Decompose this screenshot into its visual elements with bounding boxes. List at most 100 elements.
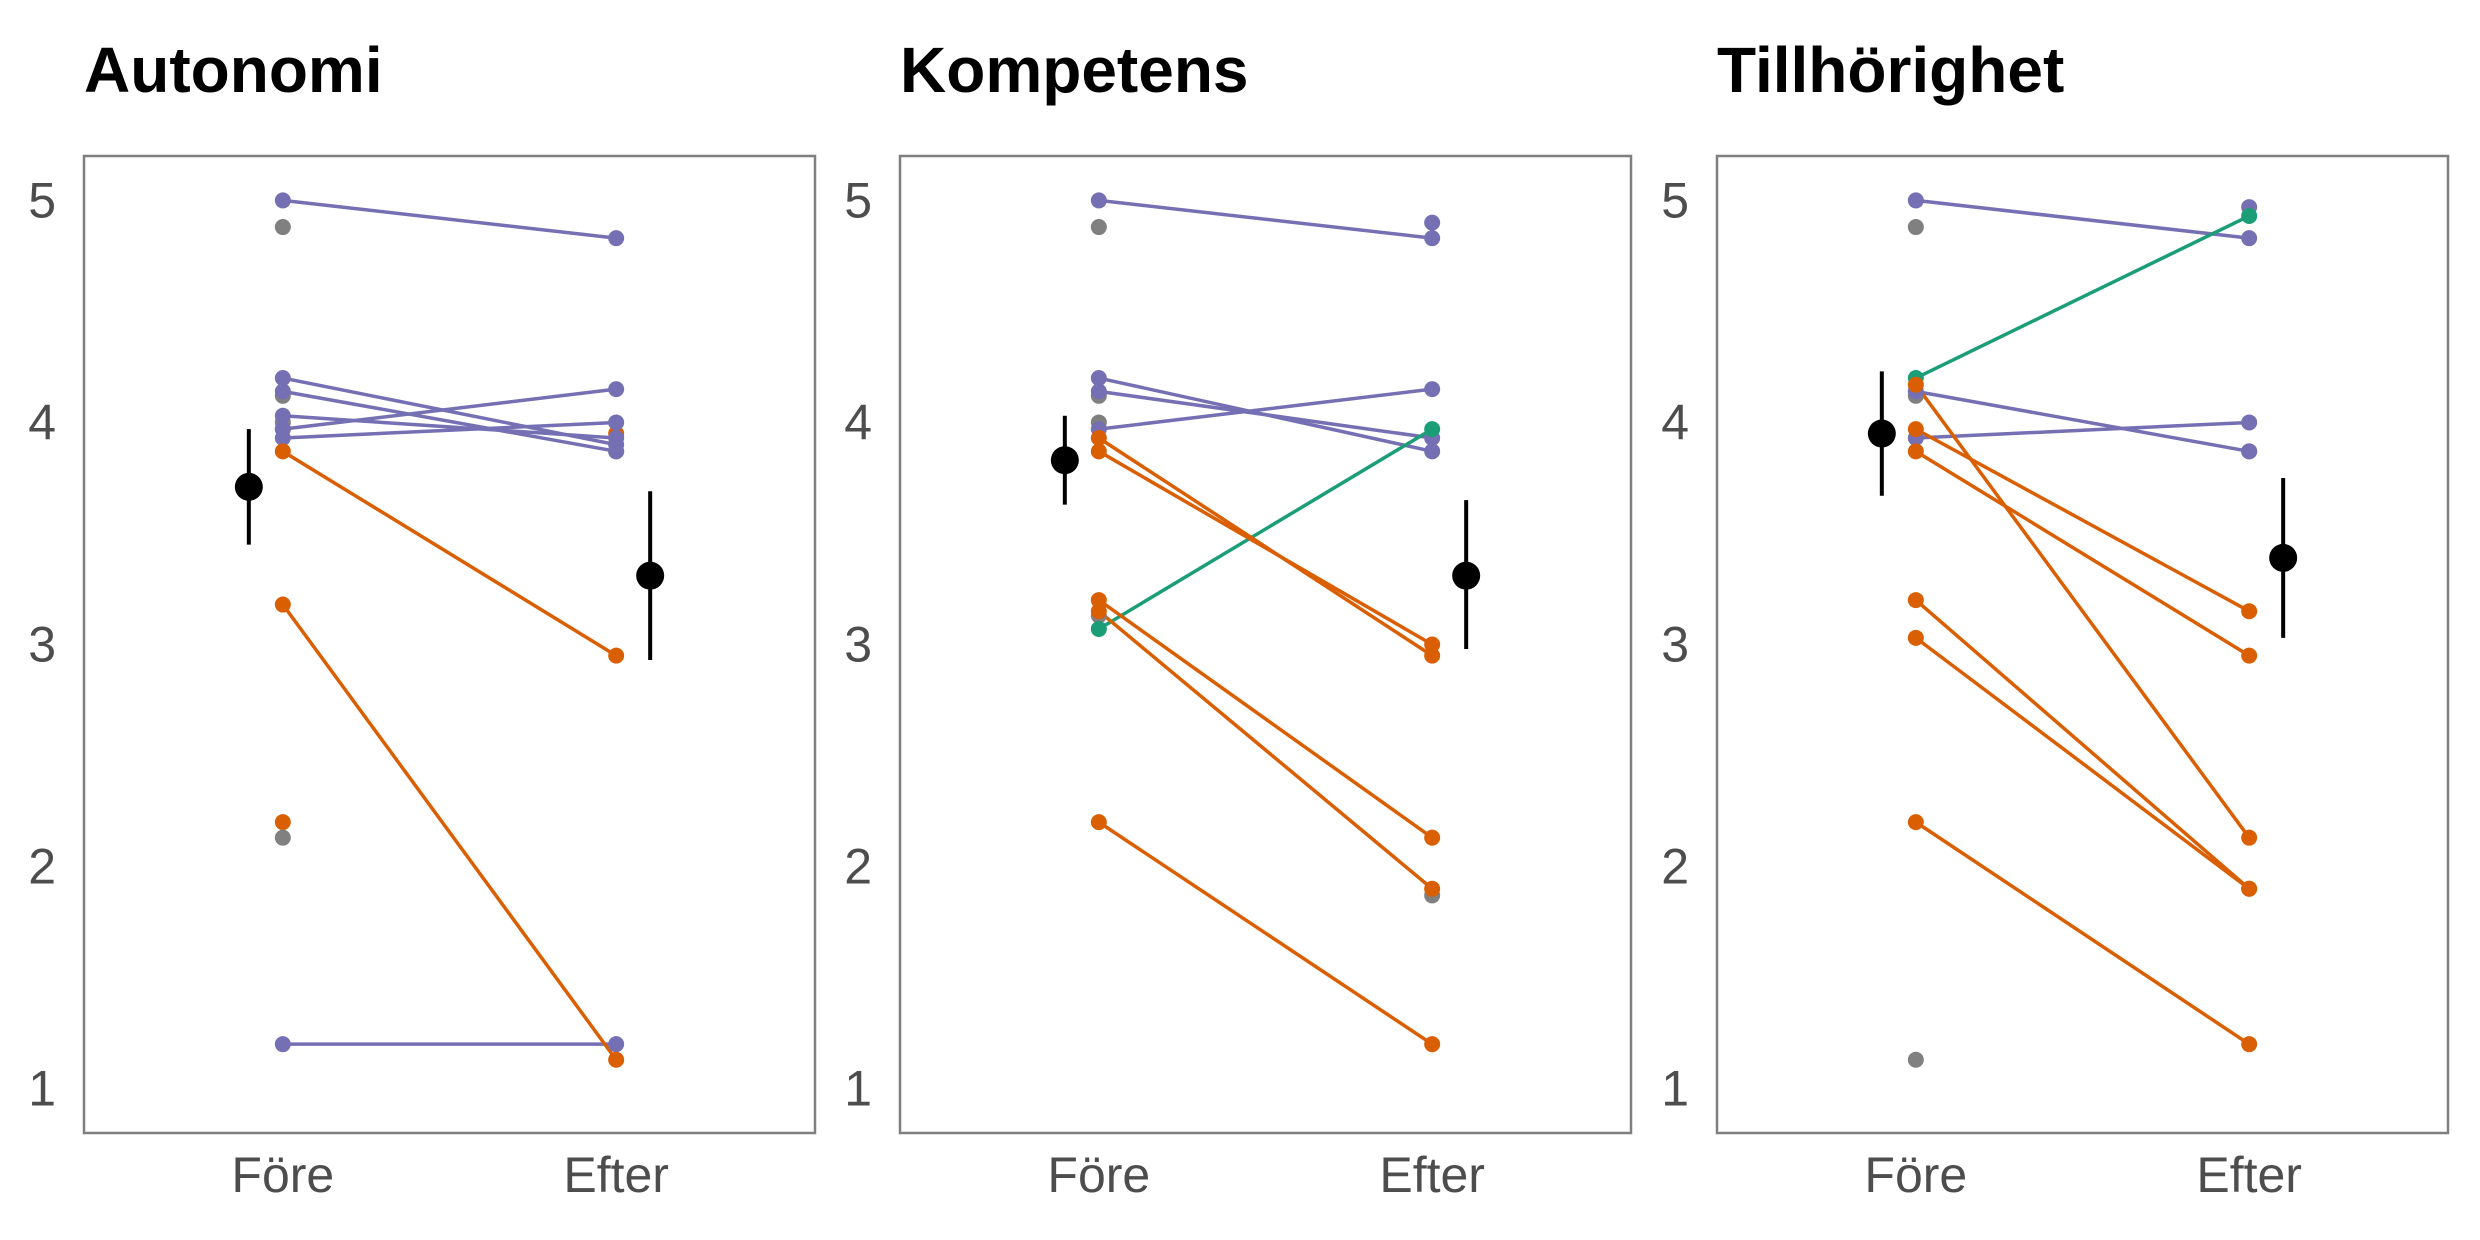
panel-title: Tillhörighet xyxy=(1717,34,2064,106)
x-tick-label: Före xyxy=(1047,1147,1150,1203)
pair-line xyxy=(1097,598,1434,840)
x-tick-label: Efter xyxy=(2196,1147,2302,1203)
data-point xyxy=(274,370,291,387)
data-point xyxy=(1090,443,1107,460)
data-point xyxy=(1424,880,1441,897)
data-point xyxy=(2241,1036,2258,1053)
pair-line xyxy=(282,420,617,440)
panel-title: Kompetens xyxy=(900,34,1249,106)
mean-point xyxy=(234,472,263,501)
pair-line xyxy=(1097,449,1434,647)
pair-line xyxy=(1915,389,2250,454)
y-tick-label: 2 xyxy=(1661,839,1689,895)
data-point xyxy=(1424,647,1441,664)
data-point xyxy=(2241,443,2258,460)
y-tick-label: 4 xyxy=(1661,394,1689,450)
data-point xyxy=(1424,421,1441,438)
pair-line xyxy=(1915,198,2250,240)
data-point xyxy=(274,829,291,846)
panel-0: Autonomi 1 2 3 4 5 Före Efter xyxy=(28,34,817,1203)
data-point xyxy=(2241,230,2258,247)
pair-line xyxy=(281,603,618,1061)
data-point xyxy=(274,443,291,460)
data-point xyxy=(1424,230,1441,247)
y-tick-label: 4 xyxy=(28,394,56,450)
data-point xyxy=(1424,829,1441,846)
data-point xyxy=(2241,603,2258,620)
data-point xyxy=(1090,383,1107,400)
pair-line xyxy=(1098,387,1433,431)
data-point xyxy=(274,219,291,236)
y-tick-label: 3 xyxy=(28,617,56,673)
pair-line xyxy=(282,387,617,431)
data-point xyxy=(1424,381,1441,398)
data-point xyxy=(1907,219,1924,236)
x-tick-label: Efter xyxy=(1379,1147,1485,1203)
pair-line xyxy=(1915,420,2250,440)
data-point xyxy=(1090,370,1107,387)
data-point xyxy=(274,596,291,613)
data-point xyxy=(608,230,625,247)
pair-line xyxy=(1914,820,2251,1046)
data-point xyxy=(1907,814,1924,831)
data-point xyxy=(274,407,291,424)
x-tick-label: Efter xyxy=(563,1147,669,1203)
pair-line xyxy=(1914,449,2251,658)
y-tick-label: 3 xyxy=(844,617,872,673)
data-point xyxy=(1090,814,1107,831)
pair-line xyxy=(281,449,618,658)
data-point xyxy=(2241,647,2258,664)
data-point xyxy=(1907,443,1924,460)
pair-line xyxy=(1915,214,2250,380)
plot-frame xyxy=(898,154,1633,1135)
data-point xyxy=(608,1051,625,1068)
y-tick-label: 3 xyxy=(1661,617,1689,673)
mean-point xyxy=(1452,561,1481,590)
data-point xyxy=(1424,214,1441,231)
mean-point xyxy=(636,561,665,590)
pair-line xyxy=(1097,427,1434,631)
y-tick-label: 5 xyxy=(28,172,56,228)
panel-2: Tillhörighet 1 2 3 4 5 Före Efter xyxy=(1661,34,2450,1203)
data-point xyxy=(1424,636,1441,653)
data-point xyxy=(1090,592,1107,609)
data-point xyxy=(274,383,291,400)
pair-line xyxy=(1098,389,1433,440)
x-tick-label: Före xyxy=(1864,1147,1967,1203)
plot-frame xyxy=(82,154,817,1135)
data-point xyxy=(2241,880,2258,897)
data-point xyxy=(1424,1036,1441,1053)
data-point xyxy=(274,814,291,831)
data-point xyxy=(1090,620,1107,637)
data-point xyxy=(608,647,625,664)
pair-line xyxy=(282,198,617,240)
data-point xyxy=(1907,1051,1924,1068)
data-point xyxy=(608,443,625,460)
pair-line xyxy=(1914,427,2251,613)
x-tick-label: Före xyxy=(231,1147,334,1203)
data-point xyxy=(2241,829,2258,846)
data-point xyxy=(2241,414,2258,431)
y-tick-label: 5 xyxy=(844,172,872,228)
data-point xyxy=(1424,443,1441,460)
data-point xyxy=(1090,219,1107,236)
pair-line xyxy=(1098,198,1433,240)
y-tick-label: 5 xyxy=(1661,172,1689,228)
data-point xyxy=(608,381,625,398)
data-point xyxy=(1090,192,1107,209)
y-tick-label: 2 xyxy=(28,839,56,895)
y-tick-label: 1 xyxy=(1661,1061,1689,1117)
pair-line xyxy=(282,414,617,440)
data-point xyxy=(1907,592,1924,609)
pair-line xyxy=(1097,609,1434,891)
data-point xyxy=(1090,429,1107,446)
data-point xyxy=(608,414,625,431)
pair-line xyxy=(1914,636,2251,891)
plot-frame xyxy=(1715,154,2450,1135)
mean-point xyxy=(1050,446,1079,475)
pair-line xyxy=(1914,598,2251,891)
data-point xyxy=(274,429,291,446)
data-point xyxy=(1090,603,1107,620)
data-point xyxy=(2241,207,2258,224)
